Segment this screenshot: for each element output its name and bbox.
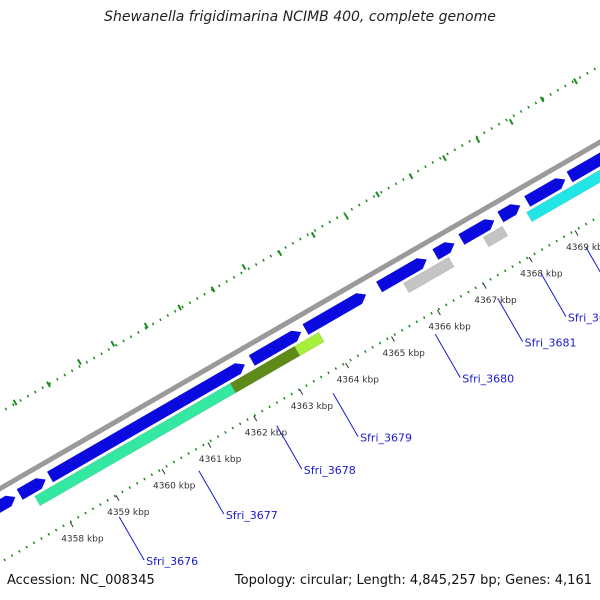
- gene-leader-line: [585, 247, 600, 273]
- forward-gene-arrow: [376, 258, 427, 293]
- forward-gene-arrow: [432, 242, 455, 260]
- ring-dash: [143, 322, 149, 329]
- gene-leader-line: [540, 273, 567, 317]
- kbp-tick: [207, 442, 212, 448]
- gene-leader-line: [434, 334, 461, 378]
- feature-block: [482, 225, 509, 248]
- forward-gene-arrow: [0, 495, 16, 513]
- gene-leader-line: [118, 516, 145, 561]
- kbp-tick: [161, 468, 166, 475]
- forward-gene-arrow: [497, 204, 521, 223]
- gene-label: Sfri_3679: [360, 432, 412, 445]
- kbp-label: 4364 kbp: [337, 376, 380, 386]
- gene-features: [0, 152, 600, 513]
- gene-leader-line: [198, 470, 225, 515]
- feature-block: [33, 382, 237, 507]
- ring-dash: [277, 250, 283, 257]
- gene-label: Sfri_3676: [146, 555, 198, 568]
- gene-labels: Sfri_3676 Sfri_3677 Sfri_3678 Sfri_3679 Sfri…: [118, 247, 600, 568]
- gene-label: Sfri_3677: [226, 509, 278, 522]
- ring-dash: [110, 340, 116, 347]
- forward-gene-arrow: [524, 178, 566, 207]
- kbp-label: 4366 kbp: [428, 323, 471, 333]
- kbp-tick: [574, 230, 579, 236]
- kbp-label: 4360 kbp: [153, 482, 196, 492]
- ring-dash: [310, 231, 316, 239]
- ring-dash: [177, 304, 182, 311]
- accession-text: Accession: NC_008345: [7, 573, 155, 588]
- ring-dash: [475, 136, 481, 144]
- backbone-line: [0, 139, 600, 492]
- ring-dash: [408, 173, 414, 180]
- kbp-label: 4367 kbp: [474, 296, 517, 306]
- gene-label: Sfri_3680: [462, 373, 514, 386]
- kbp-tick: [391, 336, 395, 342]
- kbp-label: 4363 kbp: [291, 402, 334, 412]
- ring-dash: [12, 399, 18, 406]
- kbp-tick: [528, 256, 533, 263]
- ring-dash: [442, 155, 447, 162]
- gene-label: Sfri_3681: [525, 337, 577, 350]
- kbp-tick: [253, 415, 258, 422]
- kbp-tick: [436, 309, 441, 316]
- kbp-tick: [299, 389, 304, 395]
- kbp-tick: [115, 495, 120, 501]
- forward-gene-arrow: [248, 330, 302, 366]
- forward-gene-arrow: [566, 152, 600, 183]
- forward-gene-arrow: [47, 363, 245, 483]
- ring-dash: [46, 381, 51, 388]
- feature-block: [293, 331, 325, 357]
- gene-leader-line: [497, 298, 524, 342]
- kbp-label: 4359 kbp: [107, 508, 150, 518]
- ring-dash: [539, 96, 545, 103]
- kbp-label: 4365 kbp: [382, 349, 425, 359]
- kbp-ticks: 4358 kbp 4359 kbp 4360 kbp 4361 kbp 4362 kbp…: [61, 230, 600, 545]
- ring-dash: [210, 286, 216, 293]
- ring-dash: [344, 213, 350, 220]
- ring-dash: [375, 191, 380, 198]
- kbp-tick: [69, 521, 74, 528]
- gene-label: Sfri_3682: [568, 312, 600, 325]
- genome-summary-text: Topology: circular; Length: 4,845,257 bp…: [234, 573, 592, 588]
- kbp-label: 4361 kbp: [199, 455, 242, 465]
- forward-gene-arrow: [16, 478, 46, 500]
- kbp-label: 4358 kbp: [61, 535, 104, 545]
- feature-block: [525, 169, 600, 223]
- feature-block: [402, 256, 455, 294]
- map-title: Shewanella frigidimarina NCIMB 400, comp…: [104, 9, 496, 25]
- kbp-tick: [482, 283, 487, 289]
- forward-gene-arrow: [458, 219, 495, 245]
- ring-dash: [77, 358, 82, 366]
- gene-leader-line: [332, 393, 359, 437]
- forward-gene-arrow: [302, 293, 367, 335]
- gene-label: Sfri_3678: [304, 464, 356, 477]
- ring-dash: [573, 78, 578, 85]
- outer-dotted-ring: [0, 64, 600, 414]
- gene-leader-line: [276, 425, 303, 470]
- dotted-rings: [0, 64, 600, 564]
- kbp-label: 4369 kbp: [566, 243, 600, 253]
- kbp-tick: [345, 362, 350, 369]
- ring-dash: [241, 263, 247, 271]
- ring-dash: [508, 118, 514, 125]
- kbp-label: 4362 kbp: [245, 429, 288, 439]
- genome-backbone: [0, 139, 600, 492]
